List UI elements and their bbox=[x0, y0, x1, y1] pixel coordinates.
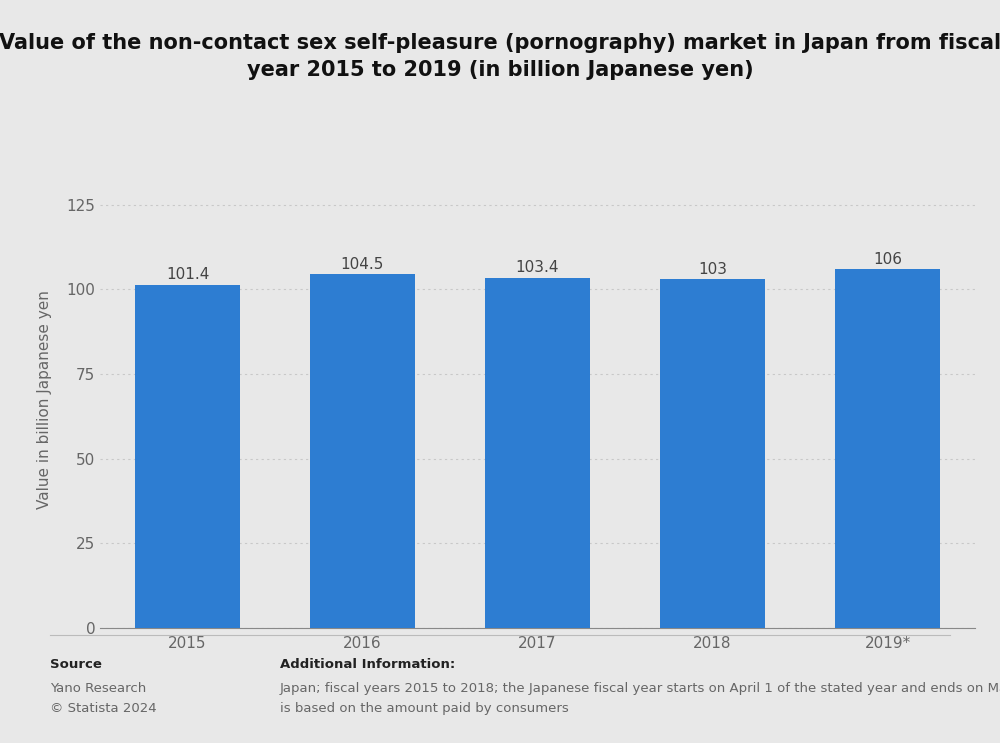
Bar bbox=[310, 274, 415, 628]
Text: 103: 103 bbox=[698, 262, 727, 277]
Bar bbox=[660, 279, 765, 628]
Text: 103.4: 103.4 bbox=[516, 261, 559, 276]
Bar bbox=[835, 269, 940, 628]
Text: Japan; fiscal years 2015 to 2018; the Japanese fiscal year starts on April 1 of : Japan; fiscal years 2015 to 2018; the Ja… bbox=[280, 682, 1000, 695]
Text: © Statista 2024: © Statista 2024 bbox=[50, 702, 157, 715]
Text: Source: Source bbox=[50, 658, 102, 670]
Text: Yano Research: Yano Research bbox=[50, 682, 146, 695]
Text: Value of the non-contact sex self-pleasure (pornography) market in Japan from fi: Value of the non-contact sex self-pleasu… bbox=[0, 33, 1000, 80]
Y-axis label: Value in billion Japanese yen: Value in billion Japanese yen bbox=[37, 290, 52, 509]
Text: Additional Information:: Additional Information: bbox=[280, 658, 455, 670]
Bar bbox=[135, 285, 240, 628]
Bar bbox=[485, 278, 590, 628]
Text: 106: 106 bbox=[873, 252, 902, 267]
Text: 101.4: 101.4 bbox=[166, 267, 209, 282]
Text: is based on the amount paid by consumers: is based on the amount paid by consumers bbox=[280, 702, 569, 715]
Text: 104.5: 104.5 bbox=[341, 257, 384, 272]
